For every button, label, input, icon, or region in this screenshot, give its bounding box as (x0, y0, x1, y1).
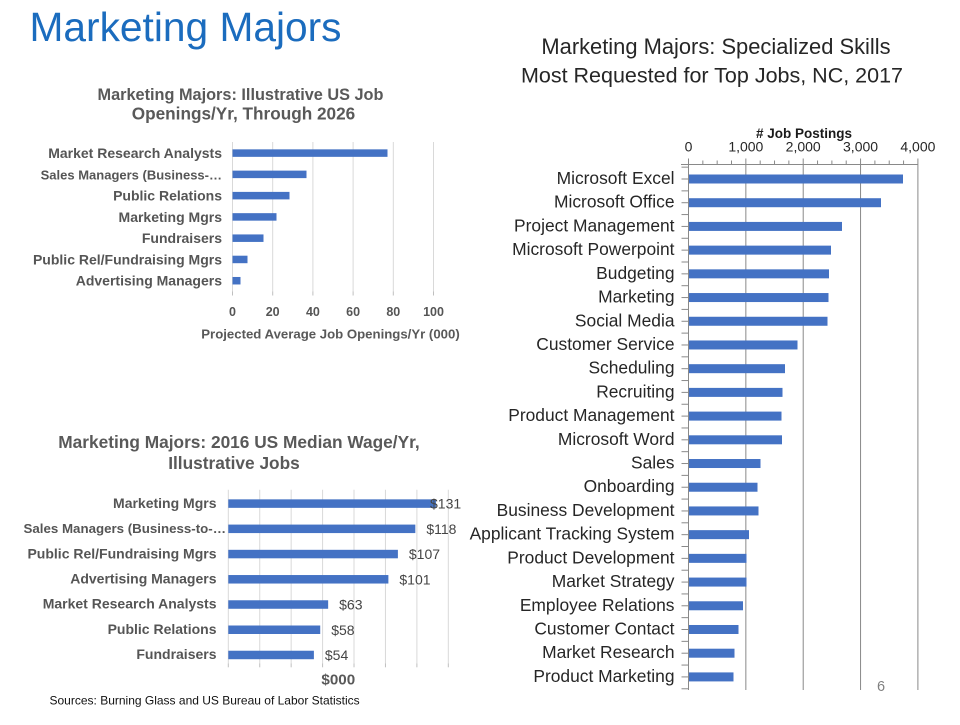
svg-text:Marketing Majors: Illustrative: Marketing Majors: Illustrative US Job (98, 86, 384, 104)
svg-text:Product Management: Product Management (508, 405, 674, 425)
svg-text:Sources: Burning Glass and US: Sources: Burning Glass and US Bureau of … (50, 694, 360, 708)
svg-text:Illustrative Jobs: Illustrative Jobs (168, 453, 300, 473)
svg-text:$107: $107 (409, 546, 440, 562)
svg-text:$58: $58 (331, 622, 355, 638)
svg-text:1,000: 1,000 (728, 139, 763, 155)
svg-text:$131: $131 (430, 496, 461, 512)
svg-text:Fundraisers: Fundraisers (136, 646, 216, 662)
svg-text:Public Relations: Public Relations (108, 621, 217, 637)
svg-text:$54: $54 (325, 647, 349, 663)
svg-text:3,000: 3,000 (843, 139, 878, 155)
svg-text:Marketing: Marketing (598, 287, 674, 307)
svg-text:$000: $000 (321, 672, 355, 689)
svg-text:$63: $63 (339, 597, 363, 613)
svg-text:Market Research: Market Research (542, 642, 674, 662)
svg-text:2,000: 2,000 (786, 139, 821, 155)
svg-text:Sales Managers (Business-…: Sales Managers (Business-… (41, 167, 222, 182)
svg-text:100: 100 (423, 305, 444, 319)
svg-text:Public Rel/Fundraising Mgrs: Public Rel/Fundraising Mgrs (33, 251, 222, 267)
svg-text:4,000: 4,000 (900, 139, 935, 155)
svg-text:Applicant Tracking System: Applicant Tracking System (470, 524, 675, 544)
svg-text:Projected Average Job Openings: Projected Average Job Openings/Yr (000) (201, 327, 459, 342)
svg-text:$101: $101 (399, 571, 430, 587)
svg-text:6: 6 (877, 679, 885, 695)
svg-text:Advertising Managers: Advertising Managers (70, 570, 216, 586)
svg-text:60: 60 (346, 305, 360, 319)
svg-text:0: 0 (685, 139, 693, 155)
svg-text:Onboarding: Onboarding (584, 476, 675, 496)
svg-text:Social Media: Social Media (575, 310, 675, 330)
svg-text:Market Strategy: Market Strategy (552, 571, 675, 591)
svg-text:Marketing Majors: Marketing Majors (30, 4, 342, 50)
svg-text:Sales Managers (Business-to-…: Sales Managers (Business-to-… (24, 521, 226, 536)
svg-text:Employee Relations: Employee Relations (520, 595, 675, 615)
svg-text:Openings/Yr, Through 2026: Openings/Yr, Through 2026 (132, 104, 355, 124)
svg-text:80: 80 (386, 305, 400, 319)
svg-text:Advertising Managers: Advertising Managers (76, 273, 222, 289)
svg-text:# Job Postings: # Job Postings (756, 126, 852, 141)
svg-text:Product Development: Product Development (507, 547, 674, 567)
svg-text:Microsoft Powerpoint: Microsoft Powerpoint (512, 239, 675, 259)
svg-text:20: 20 (266, 305, 280, 319)
svg-text:Marketing Majors: 2016 US Medi: Marketing Majors: 2016 US Median Wage/Yr… (58, 432, 419, 452)
svg-text:Market Research Analysts: Market Research Analysts (48, 145, 222, 161)
svg-text:Public Rel/Fundraising Mgrs: Public Rel/Fundraising Mgrs (27, 545, 216, 561)
svg-text:0: 0 (229, 305, 236, 319)
svg-text:Customer Contact: Customer Contact (534, 618, 674, 638)
svg-text:Marketing Mgrs: Marketing Mgrs (113, 495, 217, 511)
svg-text:Product Marketing: Product Marketing (533, 666, 674, 686)
svg-text:Recruiting: Recruiting (596, 381, 674, 401)
svg-text:40: 40 (306, 305, 320, 319)
svg-text:$118: $118 (426, 521, 456, 537)
svg-text:Microsoft Excel: Microsoft Excel (557, 168, 675, 188)
svg-text:Business Development: Business Development (497, 500, 675, 520)
svg-text:Microsoft Office: Microsoft Office (554, 192, 674, 212)
svg-text:Marketing Majors: Specialized: Marketing Majors: Specialized Skills (541, 34, 890, 59)
svg-text:Budgeting: Budgeting (596, 263, 674, 283)
svg-text:Microsoft Word: Microsoft Word (558, 429, 675, 449)
svg-text:Market Research Analysts: Market Research Analysts (43, 596, 217, 612)
svg-text:Fundraisers: Fundraisers (142, 230, 222, 246)
svg-text:Sales: Sales (631, 453, 675, 473)
svg-text:Scheduling: Scheduling (588, 358, 674, 378)
svg-text:Public Relations: Public Relations (113, 188, 222, 204)
svg-text:Most Requested for Top Jobs, N: Most Requested for Top Jobs, NC, 2017 (521, 64, 903, 88)
svg-text:Project Management: Project Management (514, 215, 675, 235)
svg-text:Customer Service: Customer Service (536, 334, 674, 354)
svg-text:Marketing Mgrs: Marketing Mgrs (119, 209, 223, 225)
